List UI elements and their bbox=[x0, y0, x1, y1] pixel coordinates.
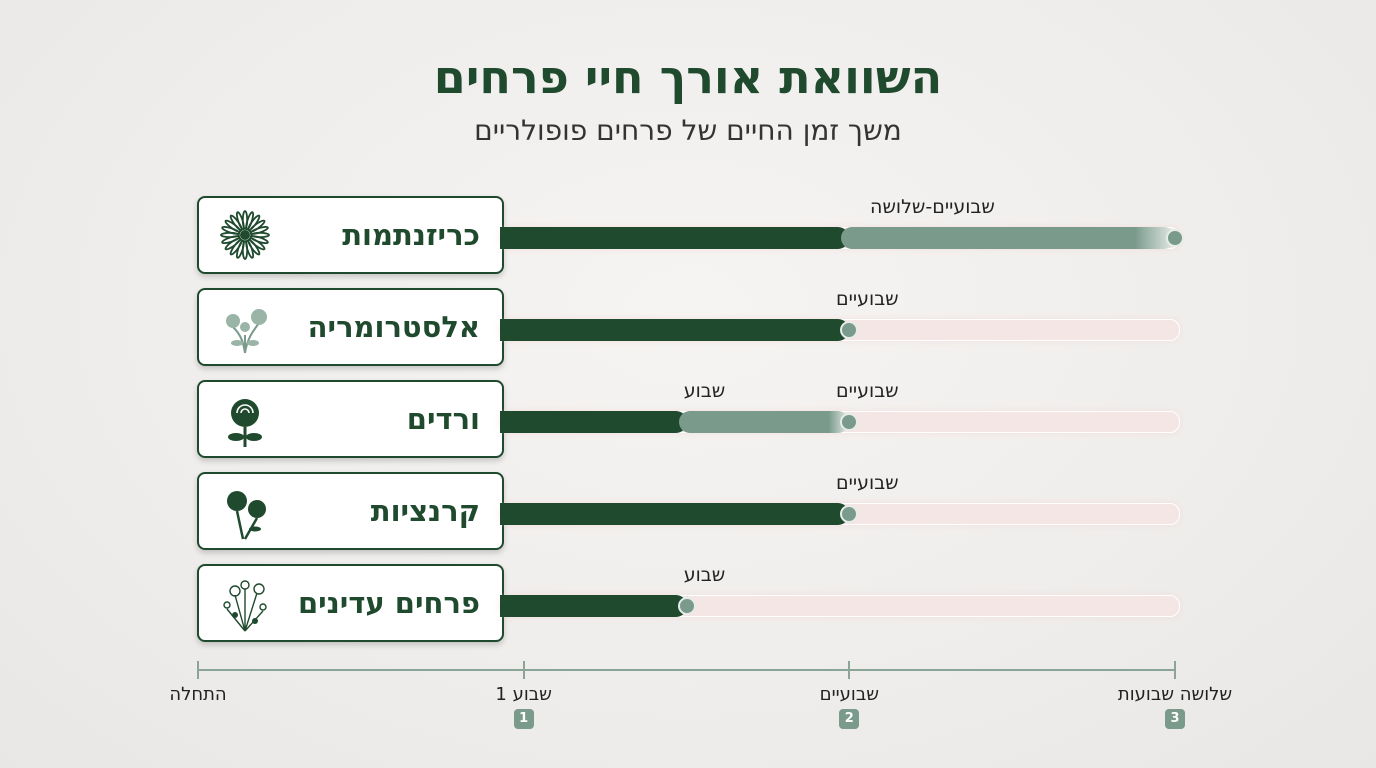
value-label: שבוע bbox=[683, 564, 726, 586]
bar-end-dot bbox=[840, 413, 859, 431]
value-label: שבועיים-שלושה bbox=[870, 196, 995, 218]
bar-end-dot bbox=[677, 597, 696, 615]
category-label: כריזנתמות bbox=[342, 218, 480, 252]
bar-end-dot bbox=[1166, 229, 1184, 247]
tick-label: שלושה שבועות bbox=[1117, 684, 1233, 705]
alstroemeria-icon bbox=[226, 309, 267, 354]
value-label: שבועיים bbox=[836, 288, 899, 310]
category-label: קרנציות bbox=[370, 494, 480, 528]
wildflowers-icon bbox=[223, 580, 267, 632]
bar-min bbox=[500, 411, 687, 433]
tick-badge: 2 bbox=[839, 709, 860, 729]
tick-label: שבועיים bbox=[819, 684, 879, 705]
axis-tick bbox=[197, 661, 199, 679]
category-card: אלסטרומריה bbox=[197, 288, 504, 366]
category-card: פרחים עדינים bbox=[197, 564, 504, 642]
tick-label: התחלה bbox=[169, 684, 227, 705]
tick-badge: 1 bbox=[513, 709, 534, 729]
category-card: כריזנתמות bbox=[197, 196, 504, 274]
bar-min bbox=[500, 595, 687, 617]
bar-end-dot bbox=[840, 321, 859, 339]
bar-range bbox=[678, 411, 850, 433]
category-card: קרנציות bbox=[197, 472, 504, 550]
bar-min bbox=[500, 227, 850, 249]
axis-tick bbox=[522, 661, 525, 679]
rose-icon bbox=[228, 399, 262, 447]
chart-title: השוואת אורך חיי פרחים bbox=[433, 50, 943, 104]
bar-min bbox=[500, 503, 850, 525]
axis-tick bbox=[1174, 661, 1176, 679]
category-label: ורדים bbox=[406, 402, 480, 436]
bar-range bbox=[841, 227, 1175, 249]
value-label: שבועיים bbox=[836, 380, 899, 402]
chrysanthemum-icon bbox=[220, 210, 270, 260]
value-label: שבועיים bbox=[836, 472, 899, 494]
category-label: אלסטרומריה bbox=[307, 310, 480, 344]
carnation-icon bbox=[227, 491, 266, 540]
chart-subtitle: משך זמן החיים של פרחים פופולריים bbox=[474, 114, 902, 147]
category-label: פרחים עדינים bbox=[297, 586, 480, 620]
x-axis bbox=[198, 669, 1175, 671]
bar-min bbox=[500, 319, 850, 341]
category-card: ורדים bbox=[197, 380, 504, 458]
tick-badge: 3 bbox=[1165, 709, 1185, 729]
value-label: שבוע bbox=[683, 380, 726, 402]
bar-end-dot bbox=[840, 505, 859, 523]
tick-label: שבוע 1 bbox=[495, 684, 552, 705]
axis-tick bbox=[848, 661, 851, 679]
